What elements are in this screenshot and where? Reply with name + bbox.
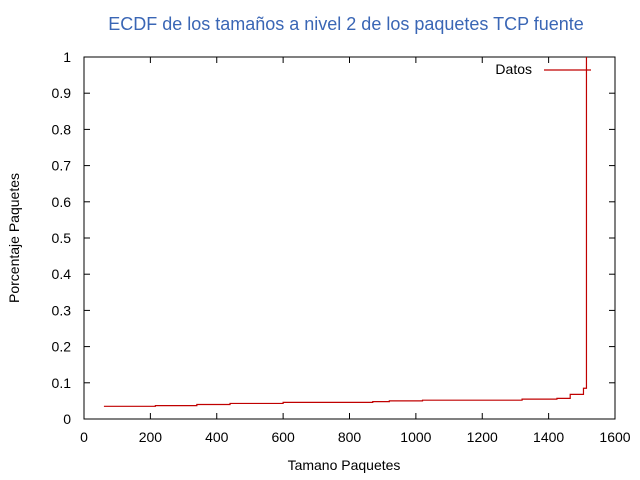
y-tick-label: 0.2 xyxy=(52,339,72,355)
y-tick-label: 0.4 xyxy=(52,266,72,282)
series-line-datos xyxy=(103,57,588,407)
y-tick-label: 0.3 xyxy=(52,302,72,318)
x-tick-label: 400 xyxy=(205,429,229,445)
y-tick-label: 0 xyxy=(63,411,71,427)
x-tick-label: 1400 xyxy=(533,429,564,445)
y-tick-label: 0.7 xyxy=(52,158,72,174)
y-tick-label: 0.8 xyxy=(52,121,72,137)
legend-label: Datos xyxy=(495,61,532,77)
y-tick-label: 1 xyxy=(63,49,71,65)
y-tick-label: 0.9 xyxy=(52,85,72,101)
x-axis-ticks: 0 200 400 600 800 1000 1200 1400 1600 xyxy=(80,57,631,445)
x-tick-label: 200 xyxy=(139,429,163,445)
chart-title: ECDF de los tamaños a nivel 2 de los paq… xyxy=(108,14,584,34)
y-tick-label: 0.1 xyxy=(52,375,72,391)
y-tick-label: 0.5 xyxy=(52,230,72,246)
legend: Datos xyxy=(495,61,591,77)
x-axis-label: Tamano Paquetes xyxy=(288,457,401,473)
x-tick-label: 1000 xyxy=(400,429,431,445)
y-axis-ticks: 0 0.1 0.2 0.3 0.4 0.5 0.6 0.7 0.8 0.9 1 xyxy=(52,49,615,427)
y-axis-label: Porcentaje Paquetes xyxy=(6,173,22,303)
x-tick-label: 600 xyxy=(271,429,295,445)
series-layer xyxy=(103,57,588,407)
x-tick-label: 800 xyxy=(338,429,362,445)
x-tick-label: 1200 xyxy=(467,429,498,445)
plot-frame xyxy=(83,56,616,420)
x-tick-label: 0 xyxy=(80,429,88,445)
x-tick-label: 1600 xyxy=(599,429,630,445)
y-tick-label: 0.6 xyxy=(52,194,72,210)
